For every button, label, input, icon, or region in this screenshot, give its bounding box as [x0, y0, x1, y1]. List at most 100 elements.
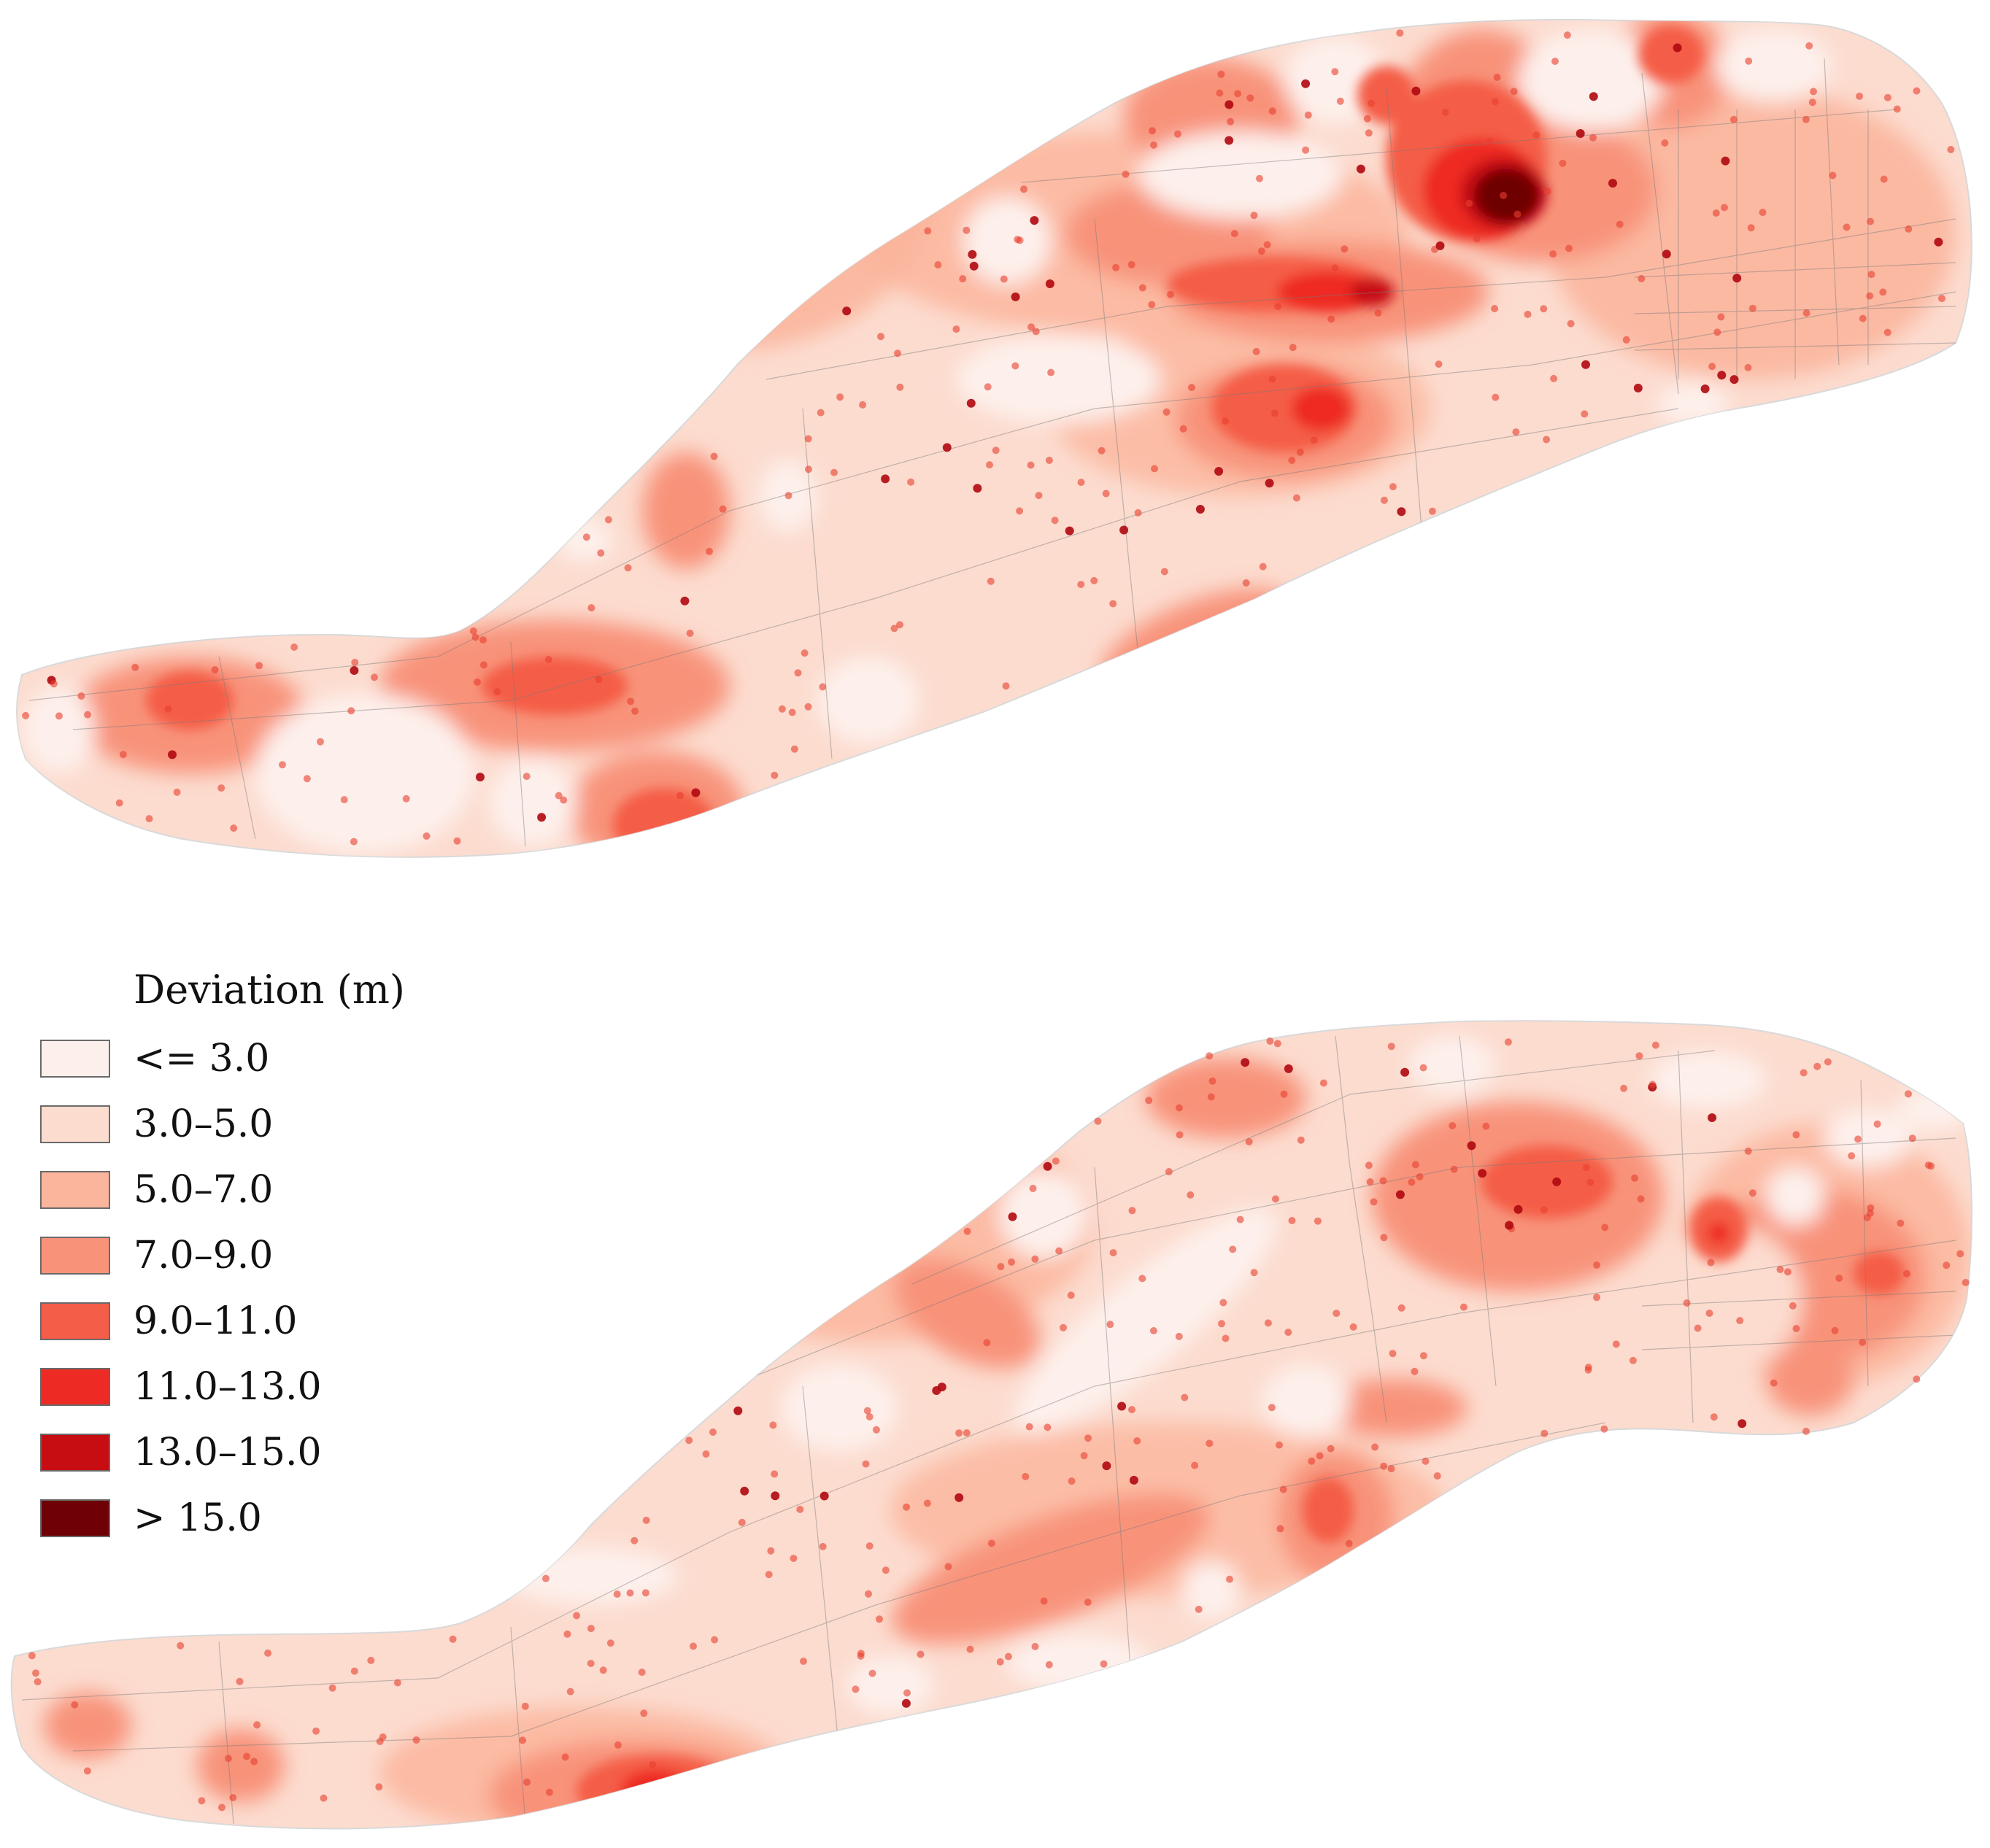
sample-point: [1356, 164, 1365, 174]
sample-point: [680, 596, 690, 606]
sample-point: [1336, 97, 1344, 105]
sample-point: [1045, 457, 1053, 464]
sample-point: [1524, 310, 1532, 318]
sample-point: [493, 688, 501, 695]
sample-point: [1880, 175, 1888, 183]
sample-point: [992, 446, 1000, 455]
sample-point: [903, 1503, 911, 1511]
sample-point: [173, 788, 181, 796]
sample-point: [1450, 1165, 1458, 1173]
sample-point: [1601, 1223, 1609, 1232]
sample-point: [328, 1684, 336, 1692]
sample-point: [1333, 1310, 1341, 1318]
sample-point: [691, 788, 701, 797]
sample-point: [255, 662, 263, 670]
sample-point: [932, 1386, 941, 1395]
sample-point: [1707, 1259, 1715, 1267]
sample-point: [1257, 247, 1265, 255]
sample-point: [1943, 1261, 1951, 1269]
sample-point: [1271, 409, 1279, 417]
sample-point: [1435, 241, 1445, 250]
sample-point: [765, 1571, 773, 1579]
sample-point: [963, 1429, 971, 1437]
sample-point: [1748, 304, 1756, 312]
sample-point: [1208, 1077, 1216, 1085]
sample-point: [638, 1669, 646, 1677]
sample-point: [1584, 1366, 1592, 1374]
sample-point: [1759, 209, 1767, 217]
sample-point: [1047, 368, 1055, 376]
sample-point: [794, 669, 802, 677]
sample-point: [1366, 1178, 1374, 1186]
sample-point: [218, 1803, 225, 1812]
sample-point: [1044, 1423, 1052, 1431]
legend-label: <= 3.0: [134, 1037, 270, 1080]
sample-point: [1540, 1429, 1549, 1437]
sample-point: [563, 1630, 571, 1638]
sample-point: [1264, 1319, 1272, 1327]
sample-point: [1831, 1326, 1839, 1334]
sample-point: [627, 697, 635, 705]
sample-point: [198, 1797, 206, 1805]
sample-point: [1259, 562, 1267, 571]
sample-point: [1648, 1080, 1657, 1089]
sample-point: [1736, 1317, 1744, 1325]
sample-point: [1246, 94, 1254, 102]
sample-point: [859, 401, 867, 409]
sample-point: [1800, 1069, 1808, 1077]
sample-point: [1256, 174, 1263, 182]
sample-point: [1031, 1642, 1039, 1650]
sample-point: [1411, 86, 1421, 96]
sample-point: [836, 393, 844, 401]
sample-point: [1027, 461, 1035, 469]
sample-point: [1339, 399, 1346, 407]
sample-point: [1721, 156, 1730, 166]
sample-point: [954, 1493, 964, 1502]
sample-point: [1296, 448, 1304, 456]
sample-point: [479, 636, 487, 644]
sample-point: [1810, 88, 1817, 96]
sample-point: [597, 549, 605, 557]
sample-point: [649, 1760, 657, 1768]
sample-point: [1045, 279, 1054, 288]
sample-point: [1149, 1327, 1157, 1334]
sample-point: [1227, 117, 1235, 125]
sample-point: [1729, 115, 1738, 123]
sample-point: [1122, 170, 1130, 178]
sample-point: [236, 1677, 244, 1685]
sample-point: [587, 1660, 595, 1667]
sample-point: [22, 711, 30, 719]
sample-point: [453, 837, 461, 845]
sample-point: [479, 661, 487, 669]
sample-point: [1102, 1461, 1111, 1471]
sample-point: [1622, 336, 1630, 344]
legend-label: 13.0–15.0: [134, 1431, 322, 1474]
sample-point: [1128, 1207, 1136, 1215]
sample-point: [1374, 309, 1382, 317]
sample-point: [264, 1649, 272, 1657]
sample-point: [1100, 1660, 1108, 1668]
sample-point: [1505, 1221, 1514, 1230]
sample-point: [1859, 314, 1867, 322]
sample-point: [984, 383, 992, 391]
sample-point: [1789, 1302, 1797, 1310]
sample-point: [1292, 494, 1300, 502]
sample-point: [1708, 363, 1716, 371]
sample-point: [243, 1752, 250, 1760]
sample-point: [1513, 210, 1522, 218]
sample-point: [1938, 295, 1945, 303]
sample-point: [537, 813, 547, 822]
sample-point: [1879, 288, 1887, 296]
sample-point: [1331, 68, 1339, 76]
legend-swatch: [40, 1368, 110, 1406]
sample-point: [987, 577, 995, 585]
sample-point: [1263, 241, 1271, 249]
sample-point: [279, 761, 286, 769]
legend-swatch: [40, 1040, 110, 1078]
sample-point: [1022, 1472, 1030, 1480]
sample-point: [1792, 1325, 1800, 1332]
sample-point: [1441, 108, 1449, 116]
sample-point: [1055, 1247, 1063, 1255]
sample-point: [1493, 74, 1501, 81]
sample-point: [1637, 1195, 1645, 1203]
